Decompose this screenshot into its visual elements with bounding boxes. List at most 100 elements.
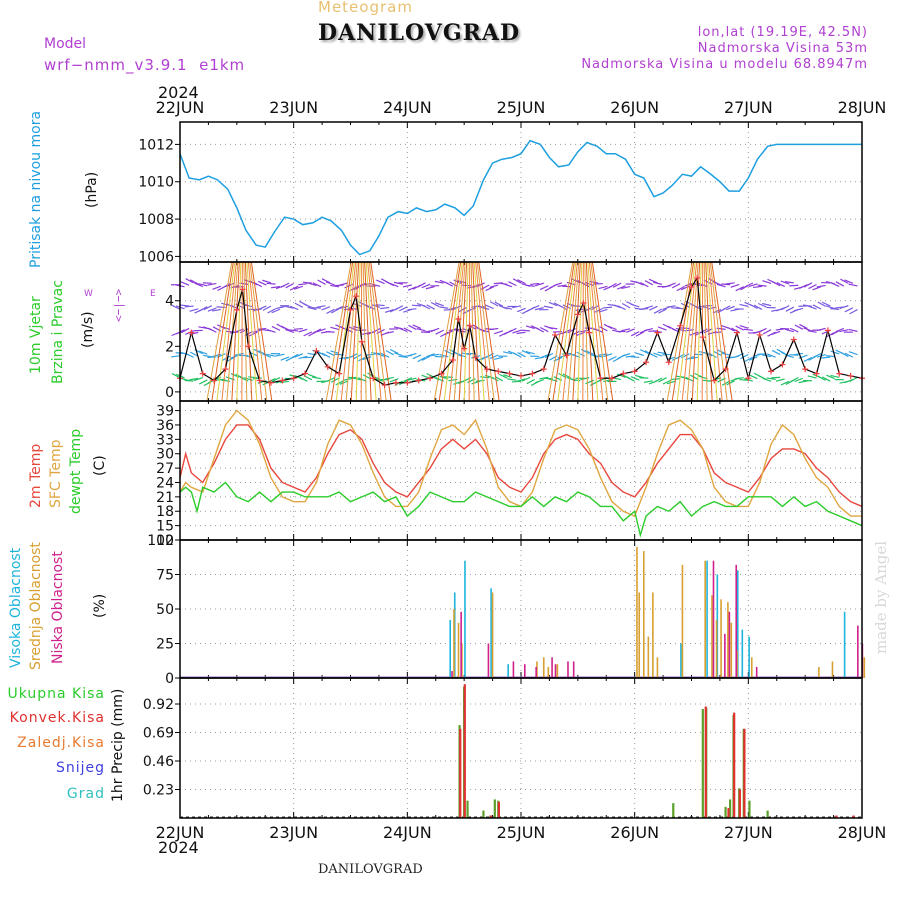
wind-speed-marker	[631, 368, 638, 375]
wind-speed-marker	[188, 329, 195, 336]
wind-spike	[552, 261, 575, 402]
wind-speed-marker	[506, 370, 513, 377]
wind-arrow	[198, 350, 208, 355]
wind-speed-marker	[574, 311, 581, 318]
wind-speed-marker	[267, 379, 274, 386]
wind-arrow	[790, 377, 799, 383]
wind-arrow	[784, 281, 794, 284]
wind-arrow	[643, 380, 653, 383]
wind-spike	[362, 261, 367, 402]
wind-speed-marker	[745, 375, 752, 382]
wind-arrow	[380, 352, 390, 358]
wind-label-2: Brzina i Pravac	[50, 280, 66, 384]
wind-arrow	[189, 308, 199, 312]
wind-spike	[438, 261, 462, 402]
low-cloud-bar	[724, 633, 726, 678]
wind-arrow	[502, 306, 513, 310]
wind-spike	[703, 261, 708, 402]
wind-speed-marker	[381, 382, 388, 389]
wind-arrow	[221, 283, 231, 289]
wind-arrow	[830, 350, 840, 355]
y-tick-label: 21	[156, 490, 174, 506]
wind-arrow	[812, 304, 822, 310]
mid-cloud-bar	[681, 564, 684, 678]
wind-arrow	[840, 351, 849, 358]
y-tick-label: 1012	[138, 137, 174, 153]
wind-spike	[453, 261, 466, 402]
wind-arrow	[712, 331, 722, 334]
wind-arrow	[403, 327, 413, 333]
wind-spike	[572, 261, 581, 402]
wind-arrow	[426, 304, 435, 310]
wind-arrow	[844, 279, 854, 284]
wind-spike	[671, 261, 695, 402]
wind-arrow	[294, 302, 304, 308]
wind-arrow	[808, 283, 817, 290]
wind-arrow	[485, 286, 494, 292]
wind-arrow	[375, 378, 385, 382]
mid-cloud-bar	[453, 609, 455, 678]
wind-arrow	[248, 376, 258, 379]
wind-arrow	[499, 373, 508, 379]
wind-arrow	[634, 374, 644, 379]
wind-arrow	[316, 328, 326, 333]
wind-arrow	[730, 283, 740, 288]
mid-cloud-bar	[711, 595, 713, 678]
wind-arrow	[517, 352, 526, 358]
wind-arrow	[835, 281, 845, 287]
wind-arrow	[489, 284, 499, 289]
wind-arrow	[243, 304, 253, 308]
temp-label-3: dewpt Temp	[68, 428, 84, 514]
wind-speed-marker	[302, 370, 309, 377]
wind-arrow	[585, 305, 595, 312]
wind-arrow	[535, 379, 544, 384]
wind-arrow	[511, 380, 522, 383]
wind-arrow	[666, 356, 676, 360]
wind-arrow	[525, 351, 535, 355]
wind-arrow	[621, 352, 631, 357]
wind-arrow	[335, 380, 344, 386]
wind-arrow	[603, 353, 613, 358]
wind-arrow	[230, 331, 240, 334]
wind-arrow	[621, 286, 631, 290]
wind-spike	[587, 261, 599, 402]
wind-arrow	[689, 331, 699, 336]
convective-precip-bar	[835, 815, 838, 818]
mid-cloud-bar	[556, 664, 559, 678]
wind-arrow	[171, 373, 181, 379]
wind-spike	[711, 261, 733, 402]
wind-spike	[468, 261, 471, 402]
wind-arrow	[271, 308, 281, 314]
wind-speed-marker	[586, 329, 593, 336]
y-tick-label: 18	[156, 504, 174, 520]
wind-arrow	[739, 303, 749, 307]
wind-arrow	[775, 378, 785, 382]
wind-speed-marker	[313, 347, 320, 354]
low-cloud-bar	[572, 661, 575, 678]
wind-arrow	[376, 279, 385, 285]
y-tick-label: 12	[156, 533, 174, 549]
wind-arrow	[316, 305, 326, 308]
wind-spike	[681, 261, 698, 402]
wind-arrow	[335, 305, 344, 311]
wind-arrow	[744, 356, 754, 362]
wind-arrow	[807, 330, 817, 333]
wind-arrow	[362, 331, 372, 335]
wind-arrow	[184, 305, 194, 308]
wind-arrow	[676, 285, 685, 292]
wind-arrow	[307, 282, 317, 287]
wind-arrow	[299, 376, 308, 382]
wind-speed-marker	[324, 363, 331, 370]
wind-arrow	[830, 374, 840, 379]
wind-arrow	[543, 305, 553, 309]
y-tick-label: 15	[156, 519, 174, 535]
wind-arrow	[826, 331, 836, 338]
wind-arrow	[803, 356, 813, 362]
wind-arrow	[680, 302, 690, 308]
wind-arrow	[503, 283, 513, 288]
wind-arrow	[848, 328, 858, 332]
wind-arrow	[180, 304, 190, 307]
wind-arrow	[789, 354, 799, 356]
wind-speed-marker	[580, 300, 587, 307]
wind-arrow	[212, 285, 222, 290]
